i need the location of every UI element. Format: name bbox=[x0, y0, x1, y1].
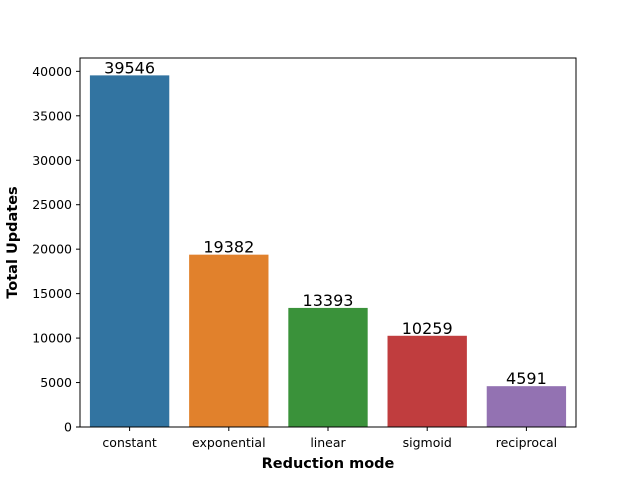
y-tick-label: 0 bbox=[64, 420, 72, 435]
bar-constant bbox=[89, 75, 170, 428]
y-tick-label: 10000 bbox=[32, 331, 72, 346]
x-axis-ticks: constant exponential linear sigmoid reciproc… bbox=[102, 427, 557, 450]
bar-reciprocal bbox=[486, 386, 567, 427]
y-tick-label: 30000 bbox=[32, 153, 72, 168]
bar-value-label: 10259 bbox=[402, 319, 453, 338]
plot-frame bbox=[79, 57, 577, 428]
y-tick-label: 20000 bbox=[32, 242, 72, 257]
y-tick-label: 5000 bbox=[40, 375, 72, 390]
x-tick-label: sigmoid bbox=[403, 435, 452, 450]
bar-sigmoid bbox=[387, 335, 467, 427]
bar-linear bbox=[288, 307, 368, 427]
bar-value-label: 4591 bbox=[506, 369, 547, 388]
bar-value-label: 19382 bbox=[203, 238, 254, 257]
y-tick-label: 15000 bbox=[32, 286, 72, 301]
y-tick-label: 35000 bbox=[32, 108, 72, 123]
y-axis-ticks: 0 5000 10000 15000 20000 25000 30000 35000 40000 bbox=[32, 64, 80, 435]
y-tick-label: 40000 bbox=[32, 64, 72, 79]
bars-group bbox=[89, 75, 567, 428]
bar-value-label: 13393 bbox=[303, 291, 354, 310]
y-axis-label: Total Updates bbox=[5, 186, 21, 298]
x-axis-label: Reduction mode bbox=[262, 456, 395, 472]
x-tick-label: exponential bbox=[192, 435, 266, 450]
bar-exponential bbox=[189, 254, 269, 427]
x-tick-label: reciprocal bbox=[496, 435, 557, 450]
y-tick-label: 25000 bbox=[32, 197, 72, 212]
bar-value-label: 39546 bbox=[104, 58, 155, 77]
x-tick-label: linear bbox=[310, 435, 346, 450]
x-tick-label: constant bbox=[102, 435, 156, 450]
bar-value-labels: 39546 19382 13393 10259 4591 bbox=[104, 58, 547, 388]
